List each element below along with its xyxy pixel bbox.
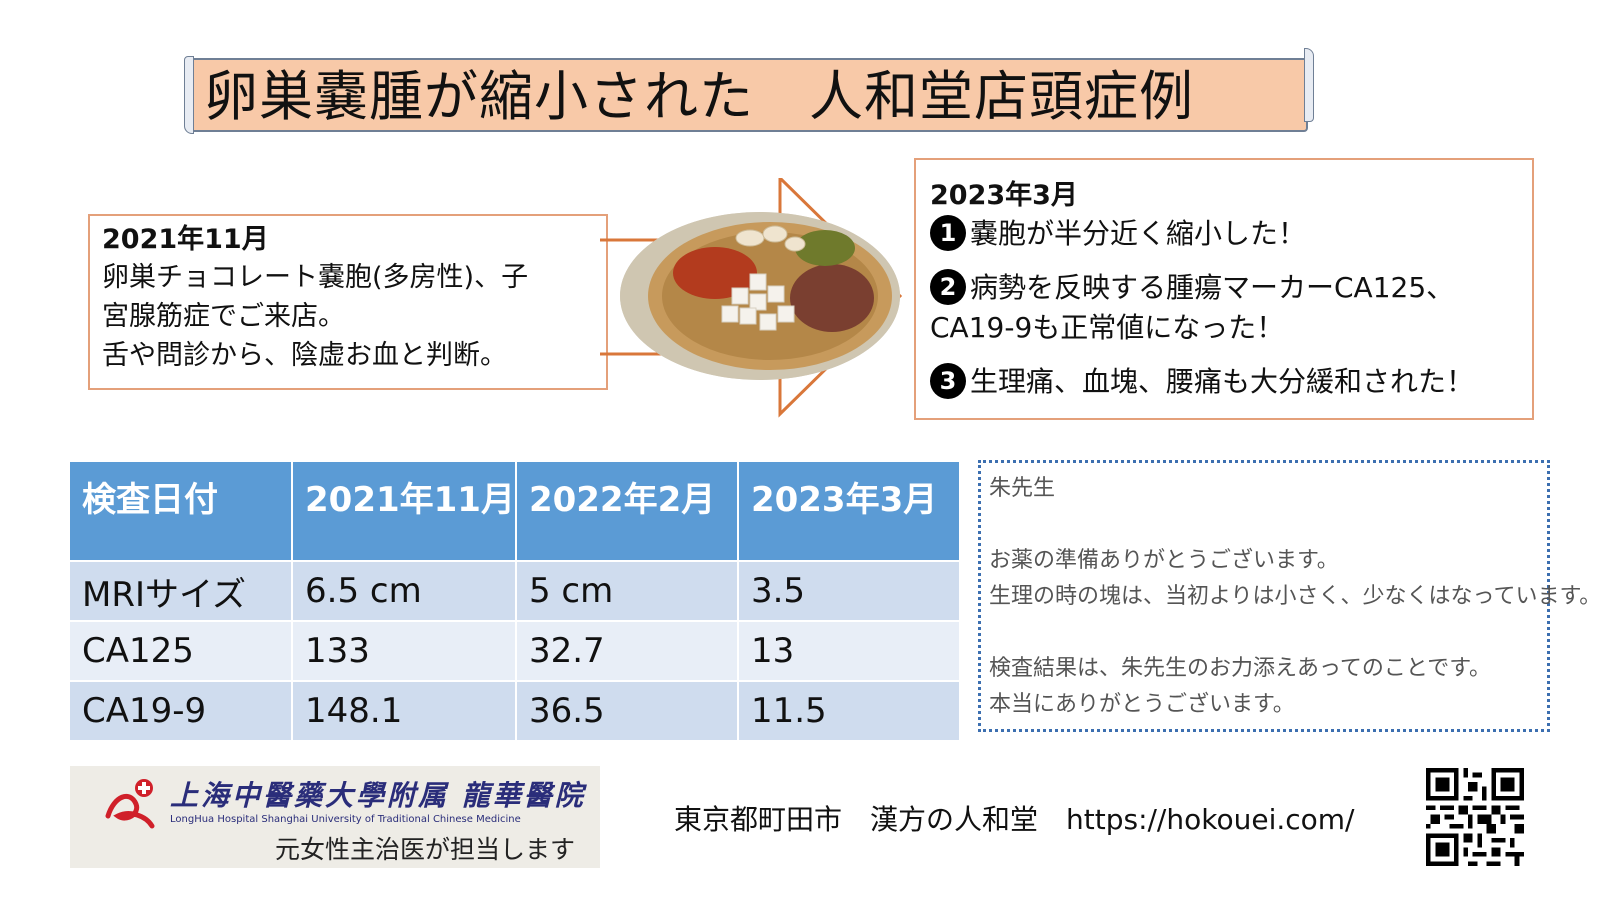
arrow-with-herbs-image <box>600 178 920 428</box>
table-cell: 36.5 <box>515 681 739 742</box>
arrow-icon <box>600 178 903 418</box>
qr-code-icon <box>1426 768 1524 866</box>
result-point-1: 1 嚢胞が半分近く縮小した！ <box>930 214 1520 254</box>
hospital-name-cn: 上海中醫藥大學附属 龍華醫院 <box>170 779 586 812</box>
table-cell: 3.5 <box>737 561 961 622</box>
hospital-name-en: LongHua Hospital Shanghai University of … <box>170 814 521 825</box>
table-cell: 13 <box>737 621 961 682</box>
table-cell: CA125 <box>70 621 293 682</box>
table-cell: CA19-9 <box>70 681 293 742</box>
table-row: CA19-9 148.1 36.5 11.5 <box>70 681 961 742</box>
table-header-cell: 検査日付 <box>70 462 293 562</box>
table-cell: 5 cm <box>515 561 739 622</box>
table-cell: 6.5 cm <box>292 561 517 622</box>
message-line: 生理の時の塊は、当初よりは小さく、少なくはなっています。 <box>989 584 1600 609</box>
table-row: CA125 133 32.7 13 <box>70 621 961 682</box>
shop-info: 東京都町田市 漢方の人和堂 https://hokouei.com/ <box>674 803 1355 836</box>
test-results-table: 検査日付 2021年11月 2022年2月 2023年3月 MRIサイズ 6.5… <box>70 462 961 742</box>
message-recipient: 朱先生 <box>989 476 1056 501</box>
after-box: 2023年3月 1 嚢胞が半分近く縮小した！ 2 病勢を反映する腫瘍マーカーCA12… <box>914 158 1534 420</box>
before-line: 舌や問診から、陰虚お血と判断。 <box>102 340 507 371</box>
doctor-note: 元女性主治医が担当します <box>275 835 576 864</box>
table-header-cell: 2022年2月 <box>515 462 739 562</box>
after-date: 2023年3月 <box>930 180 1078 211</box>
title-banner: 卵巣嚢腫が縮小された 人和堂店頭症例 <box>184 48 1314 134</box>
table-header-row: 検査日付 2021年11月 2022年2月 2023年3月 <box>70 462 961 562</box>
table-header-cell: 2023年3月 <box>737 462 961 562</box>
table-cell: 32.7 <box>515 621 739 682</box>
result-text: 嚢胞が半分近く縮小した！ <box>970 217 1307 250</box>
hospital-logo-icon <box>105 779 155 829</box>
before-line: 卵巣チョコレート嚢胞(多房性)、子 <box>102 262 529 293</box>
number-badge-3: 3 <box>930 363 966 399</box>
patient-message-box: 朱先生 お薬の準備ありがとうございます。 生理の時の塊は、当初よりは小さく、少な… <box>978 460 1600 732</box>
result-text: CA19-9も正常値になった！ <box>930 311 1285 344</box>
table-cell: 148.1 <box>292 681 517 742</box>
result-point-2: 2 病勢を反映する腫瘍マーカーCA125、 CA19-9も正常値になった！ <box>930 268 1520 348</box>
result-text: 生理痛、血塊、腰痛も大分緩和された！ <box>970 365 1475 398</box>
page-title: 卵巣嚢腫が縮小された 人和堂店頭症例 <box>204 65 1194 128</box>
table-cell: MRIサイズ <box>70 561 293 622</box>
number-badge-1: 1 <box>930 215 966 251</box>
before-box: 2021年11月 卵巣チョコレート嚢胞(多房性)、子 宮腺筋症でご来店。 舌や問… <box>88 214 608 390</box>
message-line: 本当にありがとうございます。 <box>989 692 1295 717</box>
result-point-3: 3 生理痛、血塊、腰痛も大分緩和された！ <box>930 362 1520 402</box>
table-header-cell: 2021年11月 <box>292 462 517 562</box>
message-line: お薬の準備ありがとうございます。 <box>989 548 1339 573</box>
before-line: 宮腺筋症でご来店。 <box>102 301 345 332</box>
result-text: 病勢を反映する腫瘍マーカーCA125、 <box>970 271 1455 304</box>
message-line: 検査結果は、朱先生のお力添えあってのことです。 <box>989 656 1492 681</box>
number-badge-2: 2 <box>930 269 966 305</box>
table-cell: 133 <box>292 621 517 682</box>
table-row: MRIサイズ 6.5 cm 5 cm 3.5 <box>70 561 961 622</box>
table-cell: 11.5 <box>737 681 961 742</box>
hospital-logo-banner: 上海中醫藥大學附属 龍華醫院 LongHua Hospital Shanghai… <box>70 766 600 868</box>
before-date: 2021年11月 <box>102 224 269 255</box>
